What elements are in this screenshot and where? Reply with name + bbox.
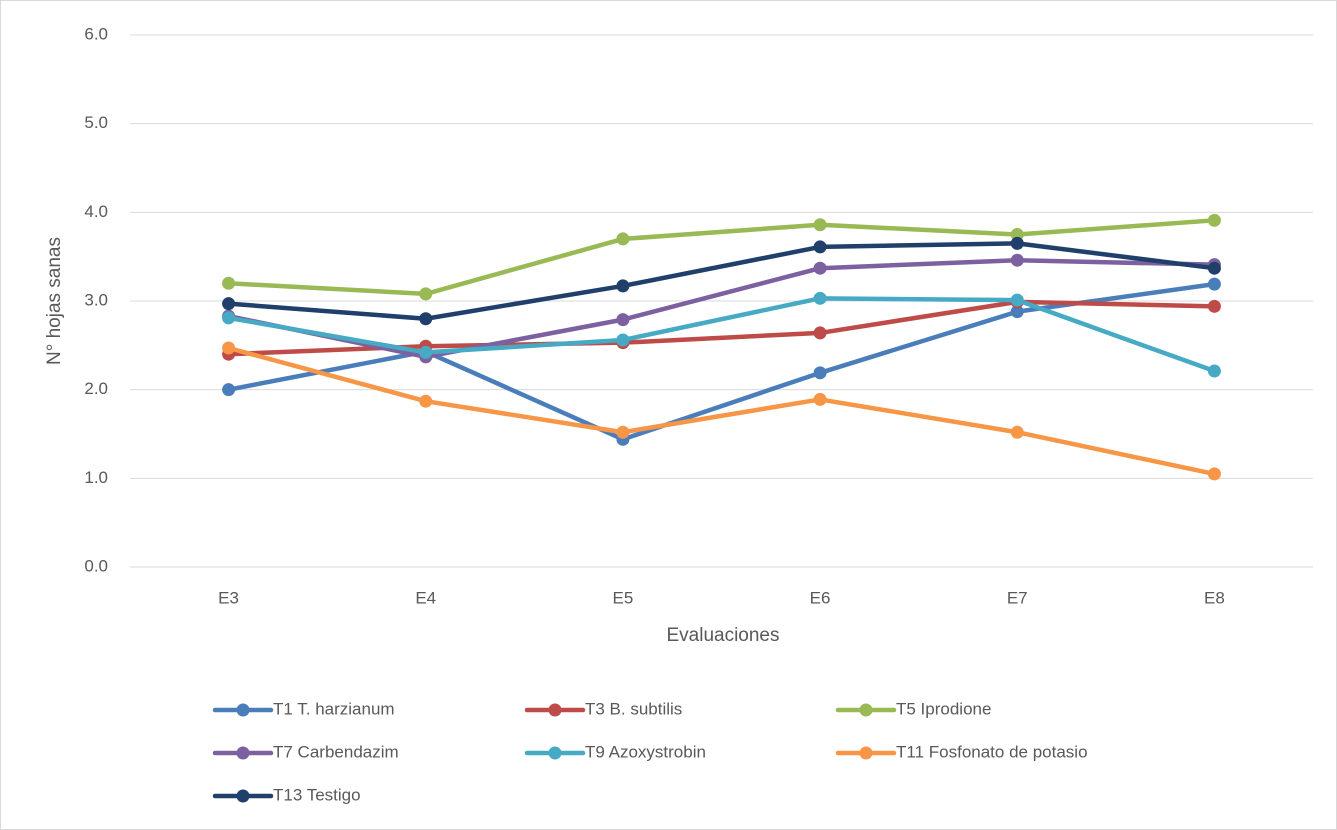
x-tick-label: E7	[1007, 588, 1028, 607]
legend-marker	[236, 746, 250, 760]
data-point	[616, 313, 630, 327]
x-tick-label: E3	[218, 588, 239, 607]
data-point	[813, 261, 827, 275]
data-point	[419, 312, 433, 326]
x-tick-label: E6	[810, 588, 831, 607]
data-point	[813, 366, 827, 380]
data-point	[1207, 213, 1221, 227]
legend-marker	[548, 746, 562, 760]
series-line	[226, 241, 1217, 321]
data-point	[616, 333, 630, 347]
y-tick-label: 4.0	[84, 202, 108, 221]
data-point	[222, 311, 236, 325]
x-tick-label: E8	[1204, 588, 1225, 607]
data-point	[1207, 299, 1221, 313]
legend-label: T7 Carbendazim	[273, 742, 399, 761]
y-tick-label: 6.0	[84, 24, 108, 43]
data-point	[1207, 277, 1221, 291]
data-point	[1207, 467, 1221, 481]
data-point	[419, 287, 433, 301]
series-line	[226, 281, 1217, 442]
legend-label: T3 B. subtilis	[585, 699, 682, 718]
data-point	[222, 383, 236, 397]
data-point	[1010, 293, 1024, 307]
legend-label: T13 Testigo	[273, 785, 361, 804]
x-axis-label: Evaluaciones	[666, 625, 779, 646]
data-point	[1010, 305, 1024, 319]
data-point	[813, 291, 827, 305]
data-point	[1010, 236, 1024, 250]
y-tick-label: 3.0	[84, 290, 108, 309]
data-point	[222, 276, 236, 290]
legend-marker	[859, 746, 873, 760]
y-axis-label: N° hojas sanas	[44, 237, 65, 365]
series-line	[226, 257, 1217, 360]
legend-marker	[236, 789, 250, 803]
series-line	[226, 218, 1217, 297]
y-tick-label: 2.0	[84, 379, 108, 398]
data-point	[222, 297, 236, 311]
data-point	[1207, 261, 1221, 275]
legend-label: T1 T. harzianum	[273, 699, 395, 718]
y-tick-label: 0.0	[84, 556, 108, 575]
x-tick-label: E5	[613, 588, 634, 607]
data-point	[222, 341, 236, 355]
data-point	[616, 425, 630, 439]
data-point	[616, 232, 630, 246]
legend-label: T5 Iprodione	[896, 699, 991, 718]
legend-marker	[548, 703, 562, 717]
data-point	[616, 279, 630, 293]
legend-label: T11 Fosfonato de potasio	[896, 742, 1088, 761]
data-point	[813, 392, 827, 406]
data-point	[813, 240, 827, 254]
data-point	[1207, 364, 1221, 378]
legend-marker	[236, 703, 250, 717]
data-point	[1010, 253, 1024, 267]
legend-label: T9 Azoxystrobin	[585, 742, 706, 761]
data-point	[419, 345, 433, 359]
y-tick-label: 5.0	[84, 113, 108, 132]
data-point	[813, 218, 827, 232]
data-point	[419, 394, 433, 408]
data-point	[1010, 425, 1024, 439]
y-tick-label: 1.0	[84, 468, 108, 487]
data-point	[813, 326, 827, 340]
series-line	[226, 296, 1217, 374]
x-tick-label: E4	[415, 588, 436, 607]
series-line	[226, 345, 1217, 477]
legend-marker	[859, 703, 873, 717]
